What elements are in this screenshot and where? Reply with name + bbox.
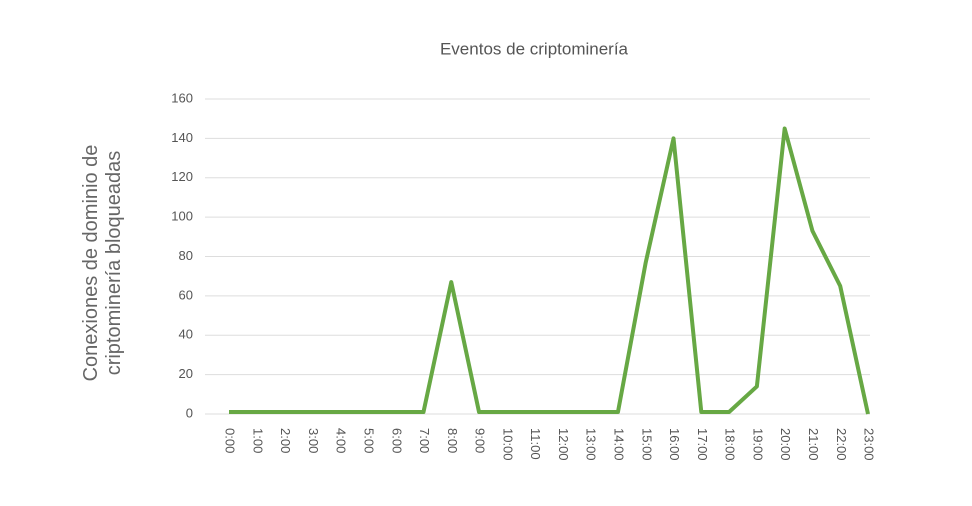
x-tick-label: 18:00 bbox=[723, 428, 738, 461]
y-tick-label: 100 bbox=[171, 209, 193, 224]
y-axis-title: Conexiones de dominio de criptominería b… bbox=[80, 144, 125, 382]
x-tick-label: 7:00 bbox=[417, 428, 432, 453]
y-tick-label: 20 bbox=[179, 366, 193, 381]
x-tick-label: 8:00 bbox=[445, 428, 460, 453]
y-tick-label: 80 bbox=[179, 248, 193, 263]
x-tick-label: 14:00 bbox=[612, 428, 627, 461]
x-tick-label: 17:00 bbox=[695, 428, 710, 461]
x-tick-label: 1:00 bbox=[250, 428, 265, 453]
chart-title: Eventos de criptominería bbox=[440, 39, 629, 58]
x-tick-label: 20:00 bbox=[778, 428, 793, 461]
x-tick-label: 22:00 bbox=[834, 428, 849, 461]
x-tick-label: 9:00 bbox=[473, 428, 488, 453]
x-tick-label: 3:00 bbox=[306, 428, 321, 453]
y-tick-label: 0 bbox=[186, 405, 193, 420]
y-tick-label: 40 bbox=[179, 327, 193, 342]
y-tick-label: 140 bbox=[171, 130, 193, 145]
y-tick-label: 60 bbox=[179, 287, 193, 302]
x-tick-label: 13:00 bbox=[584, 428, 599, 461]
x-tick-label: 4:00 bbox=[334, 428, 349, 453]
y-tick-label: 160 bbox=[171, 90, 193, 105]
x-tick-label: 11:00 bbox=[528, 428, 543, 460]
x-tick-label: 21:00 bbox=[806, 428, 821, 461]
x-tick-label: 15:00 bbox=[639, 428, 654, 461]
x-tick-label: 23:00 bbox=[862, 428, 877, 461]
x-tick-label: 6:00 bbox=[389, 428, 404, 453]
x-tick-label: 16:00 bbox=[667, 428, 682, 461]
data-line bbox=[229, 126, 870, 415]
x-tick-label: 2:00 bbox=[278, 428, 293, 453]
y-tick-label: 120 bbox=[171, 169, 193, 184]
x-tick-label: 10:00 bbox=[500, 428, 515, 461]
x-tick-label: 19:00 bbox=[750, 428, 765, 461]
x-tick-label: 0:00 bbox=[223, 428, 238, 453]
x-tick-label: 5:00 bbox=[361, 428, 376, 453]
x-tick-label: 12:00 bbox=[556, 428, 571, 461]
